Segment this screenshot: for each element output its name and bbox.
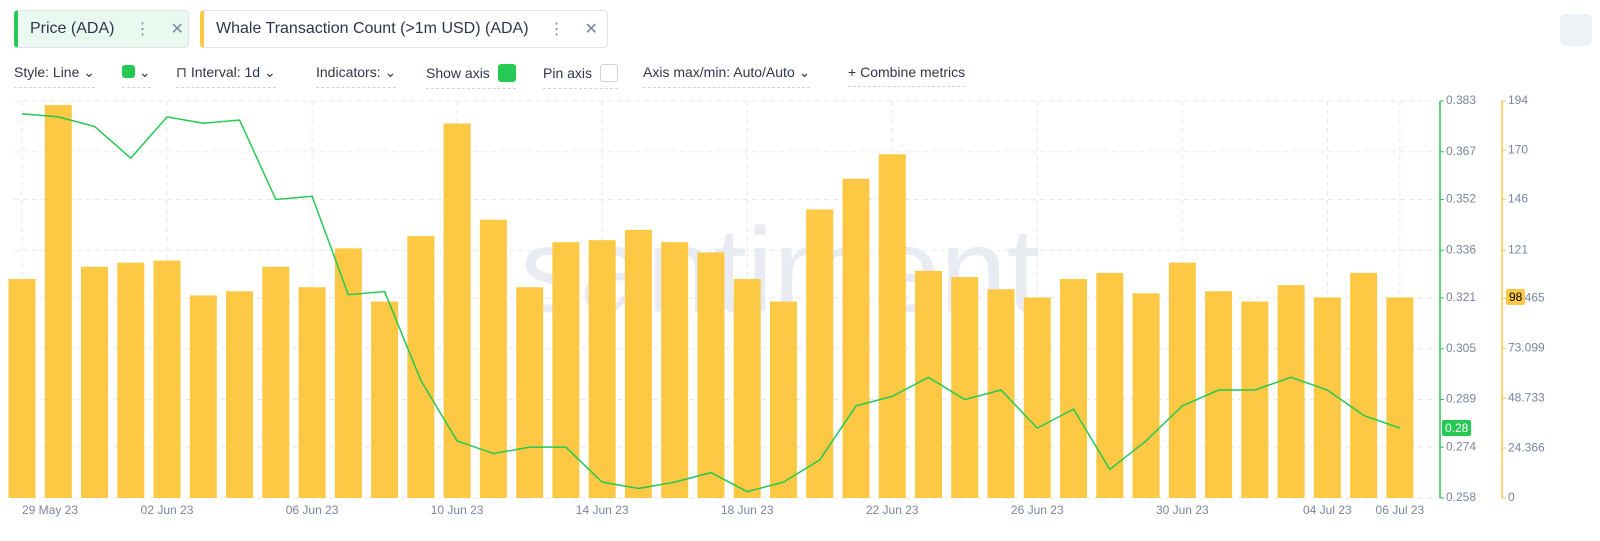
- y-tick-label: 0.367: [1446, 144, 1476, 158]
- bar: [81, 266, 109, 498]
- y2-tick-label: 0: [1508, 490, 1515, 504]
- x-tick-label: 22 Jun 23: [866, 503, 919, 517]
- bar: [407, 236, 435, 498]
- tab-label: Price (ADA): [30, 20, 115, 37]
- bar: [915, 270, 942, 498]
- bar: [516, 287, 544, 498]
- x-tick-label: 26 Jun 23: [1011, 503, 1064, 517]
- tab-close[interactable]: ✕: [584, 21, 598, 38]
- combine-metrics[interactable]: + Combine metrics: [848, 64, 966, 87]
- price-line: [21, 112, 1401, 493]
- y2-tick-label: 24.366: [1508, 440, 1545, 454]
- settings-button[interactable]: [1560, 14, 1592, 46]
- bar: [1132, 293, 1160, 498]
- style-select[interactable]: Style: Line ⌄: [14, 64, 95, 88]
- bar: [8, 279, 36, 498]
- bar: [443, 123, 471, 498]
- y-tick-label: 0.352: [1446, 192, 1476, 206]
- bar: [189, 295, 217, 498]
- checkbox[interactable]: [497, 64, 516, 82]
- y-tick-label: 0.258: [1446, 490, 1476, 504]
- bar: [1350, 272, 1378, 498]
- x-tick-label: 14 Jun 23: [576, 503, 629, 517]
- y2-tick-label: 170: [1508, 142, 1528, 156]
- bar: [479, 219, 507, 498]
- x-tick-label: 06 Jun 23: [286, 503, 339, 517]
- bar: [262, 266, 290, 498]
- bar: [624, 229, 652, 499]
- y2-tick-label: 121: [1508, 243, 1528, 257]
- color-swatch: [122, 65, 135, 78]
- bar: [371, 301, 399, 498]
- y-tick-label: 0.336: [1446, 242, 1476, 256]
- bar: [1023, 297, 1051, 498]
- bar: [298, 287, 326, 498]
- bar: [334, 248, 362, 498]
- bar: [769, 301, 797, 498]
- tool-label: Axis max/min: Auto/Auto: [643, 64, 795, 80]
- bar: [842, 178, 870, 499]
- tool-label: Interval: 1d: [190, 64, 261, 80]
- metric-tab[interactable]: Whale Transaction Count (>1m USD) (ADA) ⋮…: [200, 10, 608, 48]
- bar: [1313, 297, 1341, 498]
- y-tick-label: 0.321: [1446, 290, 1476, 304]
- checkbox[interactable]: [600, 64, 619, 82]
- color-select[interactable]: ⌄: [122, 64, 151, 88]
- x-tick-label: 06 Jul 23: [1376, 503, 1425, 517]
- interval-select[interactable]: ⊓ Interval: 1d ⌄: [176, 64, 276, 88]
- y2-tick-label: 146: [1508, 191, 1528, 205]
- y-tick-label: 0.305: [1446, 341, 1476, 355]
- bar: [153, 260, 181, 498]
- x-tick-label: 30 Jun 23: [1156, 503, 1209, 517]
- tool-label: Style: Line: [14, 64, 80, 80]
- show-axis[interactable]: Show axis: [426, 64, 516, 89]
- last-price-badge: 0.28: [1442, 420, 1472, 437]
- bar: [1241, 301, 1269, 498]
- bar: [44, 105, 72, 499]
- y-tick-label: 0.289: [1446, 392, 1476, 406]
- x-tick-label: 04 Jul 23: [1303, 503, 1352, 517]
- tool-label: Pin axis: [543, 65, 593, 81]
- bar: [117, 262, 145, 498]
- indicators-select[interactable]: Indicators: ⌄: [316, 64, 397, 88]
- bar: [951, 276, 979, 498]
- bar: [697, 252, 725, 498]
- bar: [588, 240, 616, 498]
- bar: [661, 242, 689, 498]
- metric-tab[interactable]: Price (ADA) ⋮ ✕: [14, 10, 189, 48]
- x-tick-label: 10 Jun 23: [431, 503, 484, 517]
- bar: [806, 209, 834, 499]
- tab-label: Whale Transaction Count (>1m USD) (ADA): [216, 20, 529, 37]
- last-count-badge: 98: [1506, 289, 1526, 306]
- axis-range-select[interactable]: Axis max/min: Auto/Auto ⌄: [643, 64, 811, 88]
- y-tick-label: 0.383: [1446, 93, 1476, 107]
- bar: [1277, 285, 1305, 498]
- x-tick-label: 18 Jun 23: [721, 503, 774, 517]
- y2-tick-label: 73.099: [1508, 341, 1545, 355]
- bar: [878, 154, 906, 499]
- y2-tick-label: 48.733: [1508, 390, 1545, 404]
- bar: [1060, 279, 1088, 498]
- pin-axis[interactable]: Pin axis: [543, 64, 619, 89]
- bar: [226, 291, 254, 498]
- tab-menu[interactable]: ⋮: [548, 21, 565, 38]
- y2-tick-label: 194: [1508, 93, 1528, 107]
- x-tick-label: 02 Jun 23: [141, 503, 194, 517]
- bar: [1168, 262, 1196, 498]
- bar: [552, 242, 580, 498]
- tool-label: Indicators:: [316, 64, 381, 80]
- bar: [1386, 297, 1414, 498]
- bar: [1096, 272, 1124, 498]
- bar: [733, 279, 761, 498]
- tab-menu[interactable]: ⋮: [134, 21, 151, 38]
- x-tick-label: 29 May 23: [22, 503, 78, 517]
- bar: [987, 289, 1015, 498]
- tab-close[interactable]: ✕: [170, 21, 184, 38]
- tool-label: Combine metrics: [860, 64, 966, 80]
- y-tick-label: 0.274: [1446, 439, 1476, 453]
- tool-label: Show axis: [426, 65, 490, 81]
